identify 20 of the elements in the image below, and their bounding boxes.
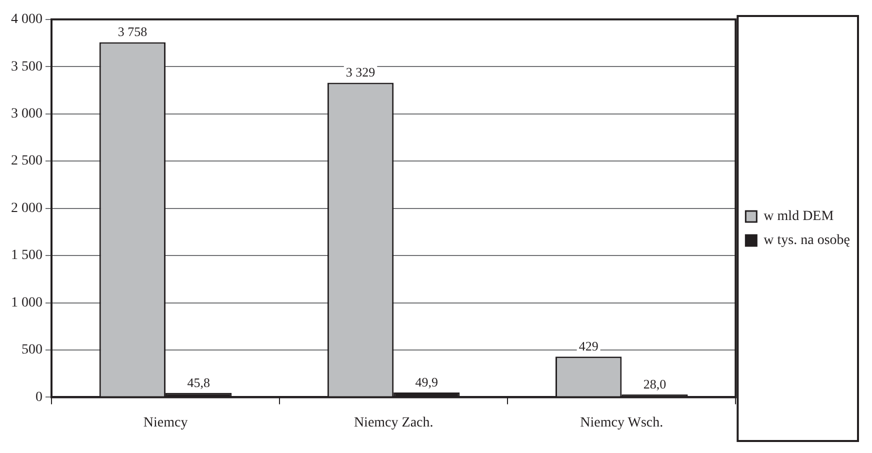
y-tick-label: 3 500 — [11, 59, 42, 74]
x-tick-label: Niemcy — [143, 415, 188, 430]
y-tick-label: 1 500 — [11, 248, 42, 264]
data-label: 45,8 — [187, 374, 210, 390]
data-label: 3 329 — [346, 64, 376, 80]
y-tick-label: 0 — [36, 390, 42, 405]
y-tick-label: 4 000 — [11, 12, 42, 28]
y-tick-label: 1 000 — [11, 295, 42, 310]
legend-label: w mld DEM — [764, 209, 834, 224]
y-tick-label: 2 500 — [11, 154, 42, 169]
x-tick-label: Niemcy Wsch. — [580, 415, 664, 430]
y-tick-label: 500 — [22, 342, 42, 358]
data-label: 3 758 — [118, 24, 148, 40]
x-tick-label: Niemcy Zach. — [354, 415, 434, 430]
legend-label: w tys. na osobę — [764, 233, 850, 248]
data-label: 28,0 — [643, 376, 666, 392]
y-tick-label: 2 000 — [11, 200, 42, 216]
y-tick-label: 3 000 — [11, 106, 42, 122]
data-label: 49,9 — [415, 374, 438, 390]
data-label: 429 — [578, 338, 598, 354]
